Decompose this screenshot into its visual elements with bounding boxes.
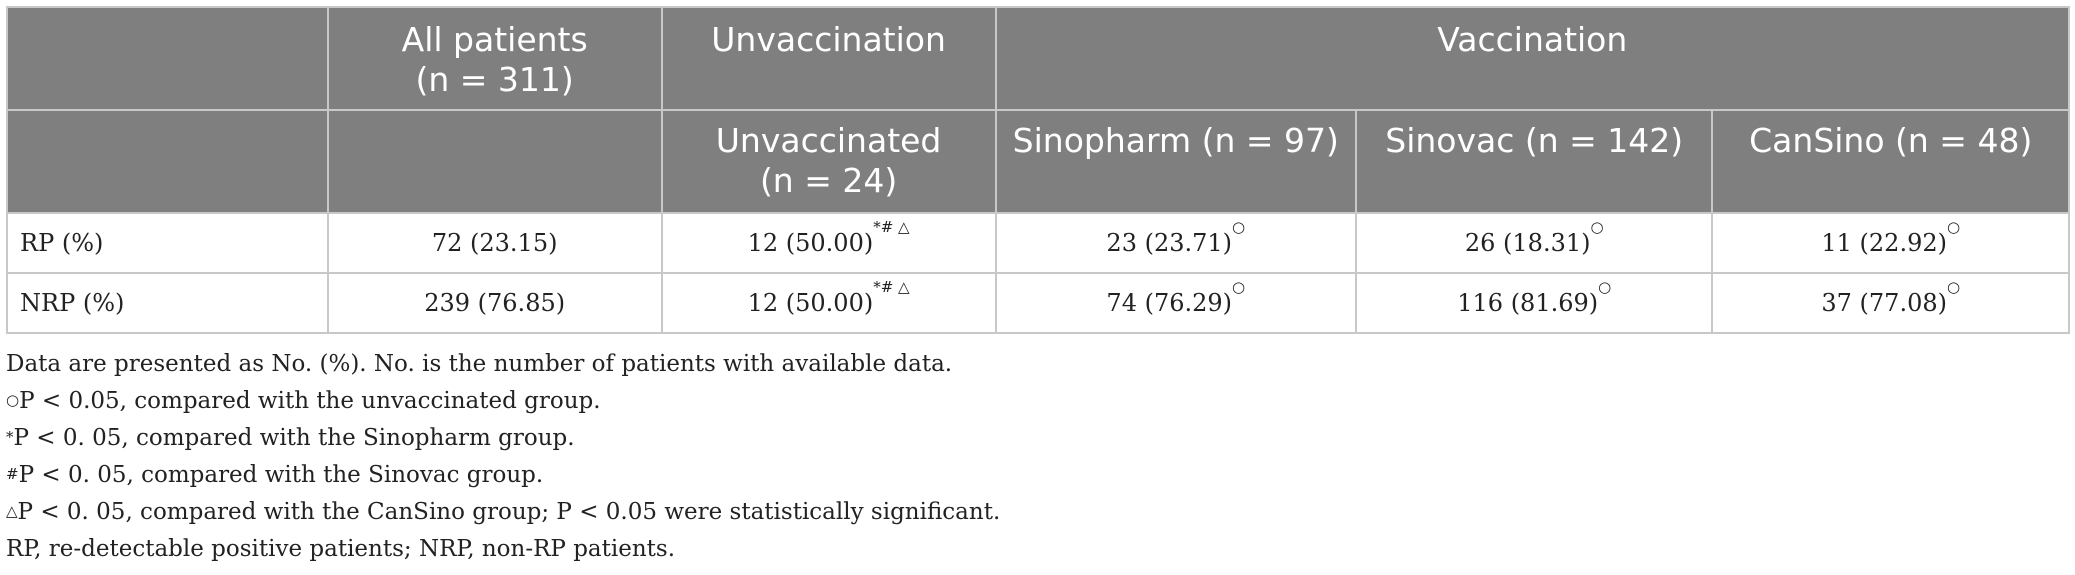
row-label: NRP (%): [6, 272, 329, 334]
table-row: NRP (%) 239 (76.85) 12 (50.00)*# △ 74 (7…: [6, 272, 2070, 334]
header-unvaccination: Unvaccination: [660, 6, 997, 111]
header-empty-cell: [6, 6, 329, 111]
header-empty-cell-3: [326, 109, 663, 214]
footnote-sinovac: #P < 0. 05, compared with the Sinovac gr…: [6, 462, 544, 488]
cell-unvaccinated: 12 (50.00)*# △: [660, 212, 997, 274]
header-all-patients: All patients (n = 311): [326, 6, 663, 111]
cell-cansino: 37 (77.08)○: [1711, 272, 2070, 334]
cell-sinopharm: 74 (76.29)○: [994, 272, 1358, 334]
header-all-patients-line2: (n = 311): [415, 60, 574, 99]
cell-all: 72 (23.15): [326, 212, 663, 274]
cell-cansino: 11 (22.92)○: [1711, 212, 2070, 274]
cell-sinopharm: 23 (23.71)○: [994, 212, 1358, 274]
row-label: RP (%): [6, 212, 329, 274]
cell-sinovac: 116 (81.69)○: [1354, 272, 1714, 334]
header-unvaccinated: Unvaccinated (n = 24): [660, 109, 997, 214]
cell-sinovac: 26 (18.31)○: [1354, 212, 1714, 274]
header-sinovac: Sinovac (n = 142): [1354, 109, 1714, 214]
header-sinopharm: Sinopharm (n = 97): [994, 109, 1358, 214]
header-unvaccinated-line2: (n = 24): [759, 161, 898, 200]
footnote-unvaccinated: ○P < 0.05, compared with the unvaccinate…: [6, 388, 601, 414]
footnote-abbreviations: RP, re-detectable positive patients; NRP…: [6, 536, 676, 562]
footnote-sinopharm: *P < 0. 05, compared with the Sinopharm …: [6, 425, 575, 451]
vaccination-rp-table: All patients (n = 311) Unvaccination Vac…: [6, 6, 2071, 334]
footnote-data-presentation: Data are presented as No. (%). No. is th…: [6, 351, 953, 377]
header-row-2: Unvaccinated (n = 24) Sinopharm (n = 97)…: [6, 109, 2070, 214]
table-row: RP (%) 72 (23.15) 12 (50.00)*# △ 23 (23.…: [6, 212, 2070, 274]
footnote-cansino: △P < 0. 05, compared with the CanSino gr…: [6, 499, 1001, 525]
header-all-patients-line1: All patients: [401, 20, 588, 59]
cell-all: 239 (76.85): [326, 272, 663, 334]
header-cansino: CanSino (n = 48): [1711, 109, 2070, 214]
cell-unvaccinated: 12 (50.00)*# △: [660, 272, 997, 334]
header-empty-cell-2: [6, 109, 329, 214]
header-unvaccinated-line1: Unvaccinated: [715, 121, 942, 160]
header-vaccination: Vaccination: [994, 6, 2071, 111]
header-row-1: All patients (n = 311) Unvaccination Vac…: [6, 6, 2071, 111]
table-footnotes: Data are presented as No. (%). No. is th…: [6, 346, 2066, 568]
